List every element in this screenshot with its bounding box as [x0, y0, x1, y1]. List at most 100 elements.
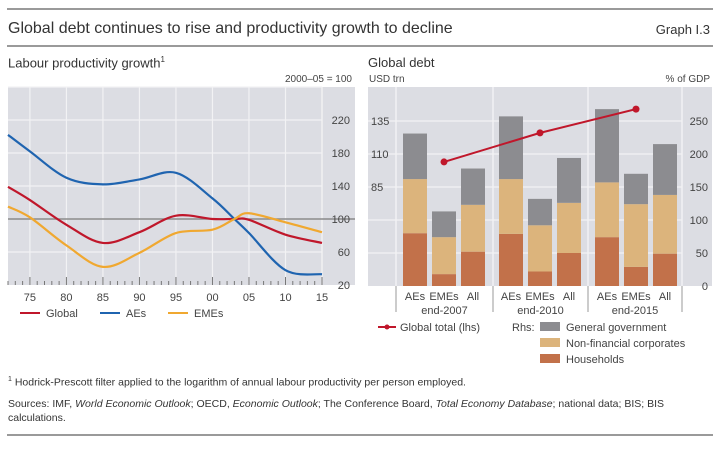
- right-panel-title: Global debt: [368, 55, 435, 70]
- bar-households-end-2007-emes: [432, 274, 456, 286]
- left-y-tick-label-debt: 85: [371, 182, 383, 194]
- left-y-tick-label: 100: [332, 214, 350, 226]
- top-rule: [7, 8, 713, 10]
- sources-note: Sources: IMF, World Economic Outlook; OE…: [8, 397, 708, 425]
- left-y-tick-label: 220: [332, 115, 350, 127]
- left-x-tick-label: 95: [170, 292, 182, 304]
- bar-gov-end-2015-all: [653, 144, 677, 195]
- sources-part: Economic Outlook: [232, 398, 318, 410]
- group-label: end-2007: [421, 305, 468, 317]
- graph-number: Graph I.3: [655, 22, 710, 37]
- bar-gov-end-2015-emes: [624, 173, 648, 205]
- right-y-tick-label: 50: [696, 248, 708, 260]
- legend-rhs-prefix: Rhs:: [512, 322, 535, 334]
- category-label: AEs: [501, 291, 522, 303]
- legend-label-emes: EMEs: [194, 308, 224, 320]
- left-panel-title-text: Labour productivity growth: [8, 55, 161, 71]
- left-y-tick-label: 20: [338, 280, 350, 292]
- left-y-tick-label: 60: [338, 247, 350, 259]
- footnote-1-text: Hodrick-Prescott filter applied to the l…: [14, 376, 466, 389]
- bar-nfc-end-2010-aes: [499, 179, 523, 234]
- category-label: All: [659, 291, 671, 303]
- figure-title: Global debt continues to rise and produc…: [8, 20, 453, 37]
- right-y-tick-label: 150: [690, 182, 708, 194]
- legend-label-households: Households: [566, 354, 625, 366]
- legend-swatch-gov: [540, 322, 560, 331]
- legend-label-aes: AEs: [126, 308, 147, 320]
- bar-gov-end-2010-emes: [528, 198, 552, 226]
- bar-nfc-end-2007-aes: [403, 179, 427, 234]
- footnote-1-marker: 1: [8, 376, 12, 383]
- bar-households-end-2010-all: [557, 253, 581, 286]
- left-y-tick-label-debt: 135: [371, 116, 389, 128]
- left-x-tick-label: 80: [60, 292, 72, 304]
- right-y-tick-label: 200: [690, 149, 708, 161]
- bar-nfc-end-2010-emes: [528, 225, 552, 272]
- right-y-tick-label: 0: [702, 281, 708, 293]
- category-label: All: [563, 291, 575, 303]
- category-label: All: [467, 291, 479, 303]
- group-label: end-2015: [612, 305, 659, 317]
- bar-nfc-end-2015-aes: [595, 182, 619, 238]
- bottom-rule: [7, 434, 713, 436]
- bar-gov-end-2007-emes: [432, 211, 456, 238]
- global-total-marker: [440, 158, 448, 166]
- sources-part: ; national data; BIS; BIS calculations.: [8, 398, 665, 424]
- legend-marker-global-total: [384, 324, 390, 330]
- left-x-tick-label: 85: [97, 292, 109, 304]
- legend-label-global-total: Global total (lhs): [400, 322, 480, 334]
- title-rule: [7, 45, 713, 47]
- bar-gov-end-2007-all: [461, 168, 485, 205]
- category-label: EMEs: [621, 291, 651, 303]
- bar-nfc-end-2010-all: [557, 202, 581, 253]
- bar-gov-end-2015-aes: [595, 109, 619, 183]
- left-unit-label: 2000–05 = 100: [284, 74, 352, 85]
- category-label: AEs: [405, 291, 426, 303]
- bar-households-end-2007-aes: [403, 233, 427, 286]
- category-label: EMEs: [525, 291, 555, 303]
- bar-households-end-2015-aes: [595, 237, 619, 286]
- right-left-unit-label: USD trn: [369, 74, 405, 85]
- legend-label-global: Global: [46, 308, 78, 320]
- bar-nfc-end-2007-emes: [432, 237, 456, 275]
- bar-nfc-end-2015-emes: [624, 204, 648, 267]
- left-x-tick-label: 10: [279, 292, 291, 304]
- category-label: EMEs: [429, 291, 459, 303]
- line-global: [7, 185, 323, 245]
- group-label: end-2010: [517, 305, 564, 317]
- line-aes: [7, 133, 323, 276]
- bar-nfc-end-2007-all: [461, 204, 485, 252]
- sources-part: ; The Conference Board,: [317, 398, 436, 410]
- sources-part: ; OECD,: [190, 398, 233, 410]
- global-total-marker: [536, 129, 544, 137]
- footnote-1: 1 Hodrick-Prescott filter applied to the…: [8, 373, 708, 390]
- sources-part: World Economic Outlook: [75, 398, 191, 410]
- bar-households-end-2010-emes: [528, 271, 552, 286]
- legend-label-gov: General government: [566, 322, 666, 334]
- left-y-tick-label: 180: [332, 148, 350, 160]
- legend-label-nfc: Non-financial corporates: [566, 338, 686, 350]
- bar-households-end-2007-all: [461, 251, 485, 286]
- bar-nfc-end-2015-all: [653, 194, 677, 254]
- left-x-tick-label: 75: [24, 292, 36, 304]
- right-y-tick-label: 100: [690, 215, 708, 227]
- right-right-unit-label: % of GDP: [665, 74, 710, 85]
- sources-part: Total Economy Database: [435, 398, 553, 410]
- left-y-tick-label: 140: [332, 181, 350, 193]
- right-y-tick-label: 250: [690, 116, 708, 128]
- bar-gov-end-2007-aes: [403, 133, 427, 180]
- global-total-marker: [632, 105, 640, 113]
- bar-gov-end-2010-all: [557, 157, 581, 203]
- left-panel-footnote-marker: 1: [160, 55, 165, 64]
- left-y-tick-label-debt: 110: [371, 149, 389, 161]
- bar-gov-end-2010-aes: [499, 116, 523, 180]
- bar-households-end-2010-aes: [499, 233, 523, 286]
- category-label: AEs: [597, 291, 618, 303]
- legend-swatch-households: [540, 354, 560, 363]
- left-x-tick-label: 00: [206, 292, 218, 304]
- line-emes: [7, 205, 323, 268]
- left-x-tick-label: 15: [316, 292, 328, 304]
- sources-part: Sources: IMF,: [8, 398, 76, 410]
- bar-households-end-2015-emes: [624, 266, 648, 286]
